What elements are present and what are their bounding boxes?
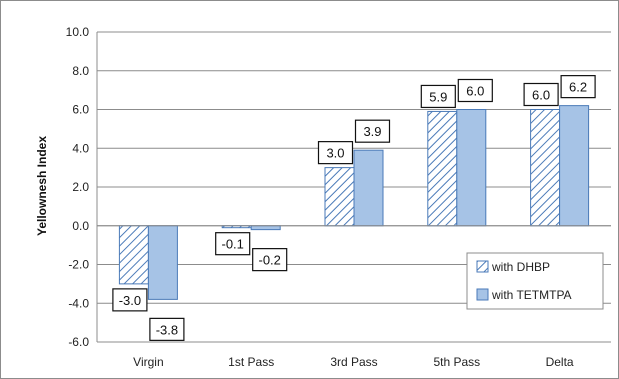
- data-label-box: [252, 248, 288, 272]
- data-label: 3.9: [354, 119, 391, 143]
- y-axis-tick-labels: -6.0 -4.0 -2.0 0.0 2.0 4.0 6.0 8.0 10.0: [66, 25, 90, 349]
- data-label-text: 3.0: [326, 146, 344, 161]
- data-label-text: 6.0: [532, 88, 550, 103]
- x-tick-label: Virgin: [133, 355, 163, 369]
- data-label-box: [457, 78, 493, 103]
- data-label-box: [317, 141, 354, 165]
- y-axis-title: Yellownesh Index: [35, 136, 49, 236]
- y-tick-label: -6.0: [68, 335, 89, 349]
- legend: with DHBP with TETMTPA: [466, 252, 604, 310]
- data-label: 6.0: [523, 82, 559, 107]
- bar-tetmtpa: [456, 109, 487, 227]
- x-tick-label: 1st Pass: [228, 355, 274, 369]
- y-tick-label: 0.0: [72, 219, 89, 233]
- bar-dhbp: [118, 225, 149, 285]
- data-label-box: [215, 232, 251, 256]
- y-tick-label: 6.0: [72, 103, 89, 117]
- data-label-box: [560, 75, 596, 99]
- y-tick-label: -4.0: [68, 296, 89, 310]
- data-label-text: -3.0: [119, 293, 141, 308]
- data-label-text: 6.0: [466, 84, 484, 99]
- bar-dhbp: [427, 110, 458, 227]
- data-label-text: 6.2: [569, 80, 587, 95]
- data-label: 6.2: [560, 75, 596, 99]
- data-label: 5.9: [420, 84, 456, 109]
- data-label-text: -0.1: [221, 237, 243, 252]
- data-label-box: [149, 317, 185, 341]
- y-tick-label: 4.0: [72, 141, 89, 155]
- y-tick-label: -2.0: [68, 258, 89, 272]
- data-label-text: 3.9: [363, 124, 381, 139]
- data-label: -3.0: [112, 288, 148, 312]
- bar-dhbp: [530, 109, 561, 227]
- x-tick-label: 3rd Pass: [330, 355, 377, 369]
- data-label-text: -3.8: [156, 322, 178, 337]
- data-labels: -3.0 -0.1 3.0 5.9 6.0 -3.8 -0.2 3.9 6.0 6.2: [112, 75, 596, 341]
- legend-swatch-tetmtpa: [476, 288, 489, 301]
- bar-tetmtpa: [250, 225, 281, 231]
- axes: [96, 32, 611, 342]
- data-label-text: -0.2: [258, 253, 280, 268]
- data-label-box: [523, 82, 559, 107]
- bar-tetmtpa: [559, 105, 590, 227]
- data-label-box: [354, 119, 391, 143]
- gridlines: [97, 31, 611, 343]
- y-tick-label: 8.0: [72, 64, 89, 78]
- data-label: 3.0: [317, 141, 354, 165]
- x-tick-label: 5th Pass: [433, 355, 480, 369]
- bar-tetmtpa: [147, 225, 178, 300]
- bar-tetmtpa: [353, 149, 384, 227]
- legend-box: [466, 252, 604, 310]
- x-axis-tick-labels: Virgin 1st Pass 3rd Pass 5th Pass Delta: [133, 355, 574, 369]
- data-label: -3.8: [149, 317, 185, 341]
- data-label-box: [420, 84, 456, 109]
- bar-dhbp: [324, 167, 355, 227]
- legend-swatch-dhbp: [476, 260, 489, 273]
- data-label-box: [112, 288, 148, 312]
- x-tick-label: Delta: [546, 355, 574, 369]
- y-tick-label: 10.0: [66, 25, 90, 39]
- data-label: -0.1: [215, 232, 251, 256]
- bars: [118, 105, 590, 300]
- data-label: 6.0: [457, 78, 493, 103]
- y-tick-label: 2.0: [72, 180, 89, 194]
- data-label: -0.2: [252, 248, 288, 272]
- legend-label-tetmtpa: with TETMTPA: [491, 288, 572, 302]
- data-label-text: 5.9: [429, 89, 447, 104]
- legend-label-dhbp: with DHBP: [491, 260, 550, 274]
